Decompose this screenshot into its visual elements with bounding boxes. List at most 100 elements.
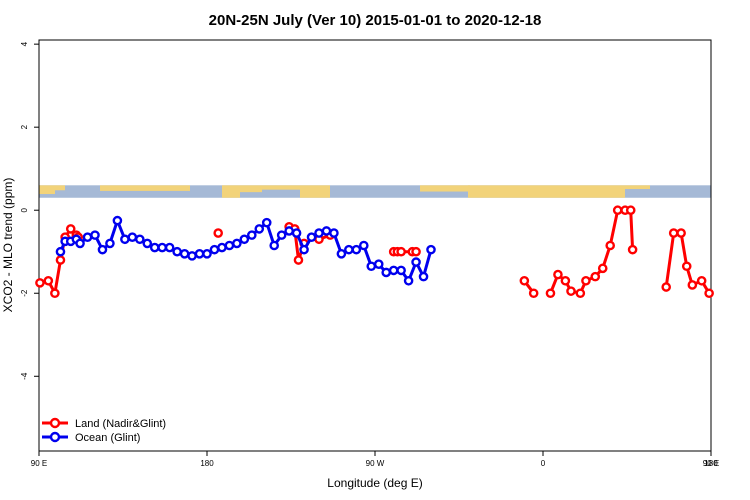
map-land [100,185,190,191]
x-tick-label: 180 [200,459,214,468]
data-point [590,271,601,282]
data-point [35,278,45,288]
data-point [668,228,679,238]
data-point [97,244,108,255]
data-point [269,240,280,251]
data-point [134,234,145,245]
legend-marker [49,431,61,443]
x-tick-label: 90 W [366,459,385,468]
x-tick-label: 180 [704,459,718,468]
series-line-1 [59,216,433,284]
data-point [314,228,324,238]
data-point [239,234,250,245]
legend: Land (Nadir&Glint) Ocean (Glint) [42,417,166,444]
data-point [575,288,586,299]
data-point [149,242,160,253]
y-tick-label: -4 [20,372,29,380]
data-point [232,238,242,249]
data-point [566,286,576,296]
data-point [388,265,399,276]
data-point [120,234,130,245]
data-point [55,255,66,265]
data-point [157,242,167,253]
data-point [396,265,406,276]
data-point [254,224,265,234]
data-point [217,242,227,253]
data-point [82,232,93,242]
data-point [209,244,220,255]
data-point [127,232,138,242]
data-point [597,263,608,274]
y-tick-label: 0 [20,207,29,212]
map-land [625,185,650,190]
data-point [411,257,421,267]
data-point [164,242,175,253]
y-tick-label: -2 [20,289,29,297]
data-point [187,251,197,261]
data-point [284,226,294,236]
data-point [329,228,339,238]
data-point [43,275,54,286]
data-point [612,205,623,216]
map-land [39,185,55,195]
data-point [528,288,539,299]
x-axis-label: Longitude (deg E) [327,476,422,490]
data-point [213,228,223,238]
data-point [291,228,302,238]
data-point [105,238,115,249]
data-point [172,246,182,257]
data-point [581,275,591,286]
data-point [373,259,384,269]
data-point [687,280,698,290]
data-point [366,261,377,272]
data-point [90,230,100,240]
map-land [240,185,262,193]
map-land [55,185,65,191]
data-point [202,249,212,259]
data-point [194,249,205,259]
data-point [403,275,414,286]
map-land [468,185,625,198]
data-point [661,282,672,292]
data-point [55,246,66,257]
x-tick-label: 90 E [31,459,47,468]
chart-title: 20N-25N July (Ver 10) 2015-01-01 to 2020… [209,12,542,29]
data-point [396,246,406,257]
x-tick-label: 0 [541,459,546,468]
series-line-0 [39,208,711,298]
data-point [112,215,123,226]
y-axis-label: XCO2 - MLO trend (ppm) [1,178,15,313]
data-point [418,271,429,282]
data-point [381,267,392,278]
data-point [704,288,714,299]
data-point [676,228,686,238]
data-point [358,240,369,251]
data-point [246,230,257,240]
data-point [75,238,85,249]
y-tick-label: 2 [20,124,29,129]
data-point [261,217,272,228]
data-point [627,244,638,255]
legend-marker [49,417,61,429]
data-point [306,232,317,242]
data-point [351,244,362,255]
data-point [142,238,153,249]
data-point [411,246,421,257]
data-point [344,244,354,255]
data-point [224,240,235,251]
data-point [336,249,347,259]
data-point [276,230,287,240]
map-strip [39,185,711,198]
data-point [299,244,309,255]
map-land [420,185,470,192]
series-group [35,205,714,299]
map-land [262,185,330,190]
data-point [605,240,616,251]
data-point [519,275,530,286]
data-point [179,249,190,259]
data-point [426,244,436,255]
legend-label: Ocean (Glint) [75,432,140,444]
data-point [625,205,636,216]
